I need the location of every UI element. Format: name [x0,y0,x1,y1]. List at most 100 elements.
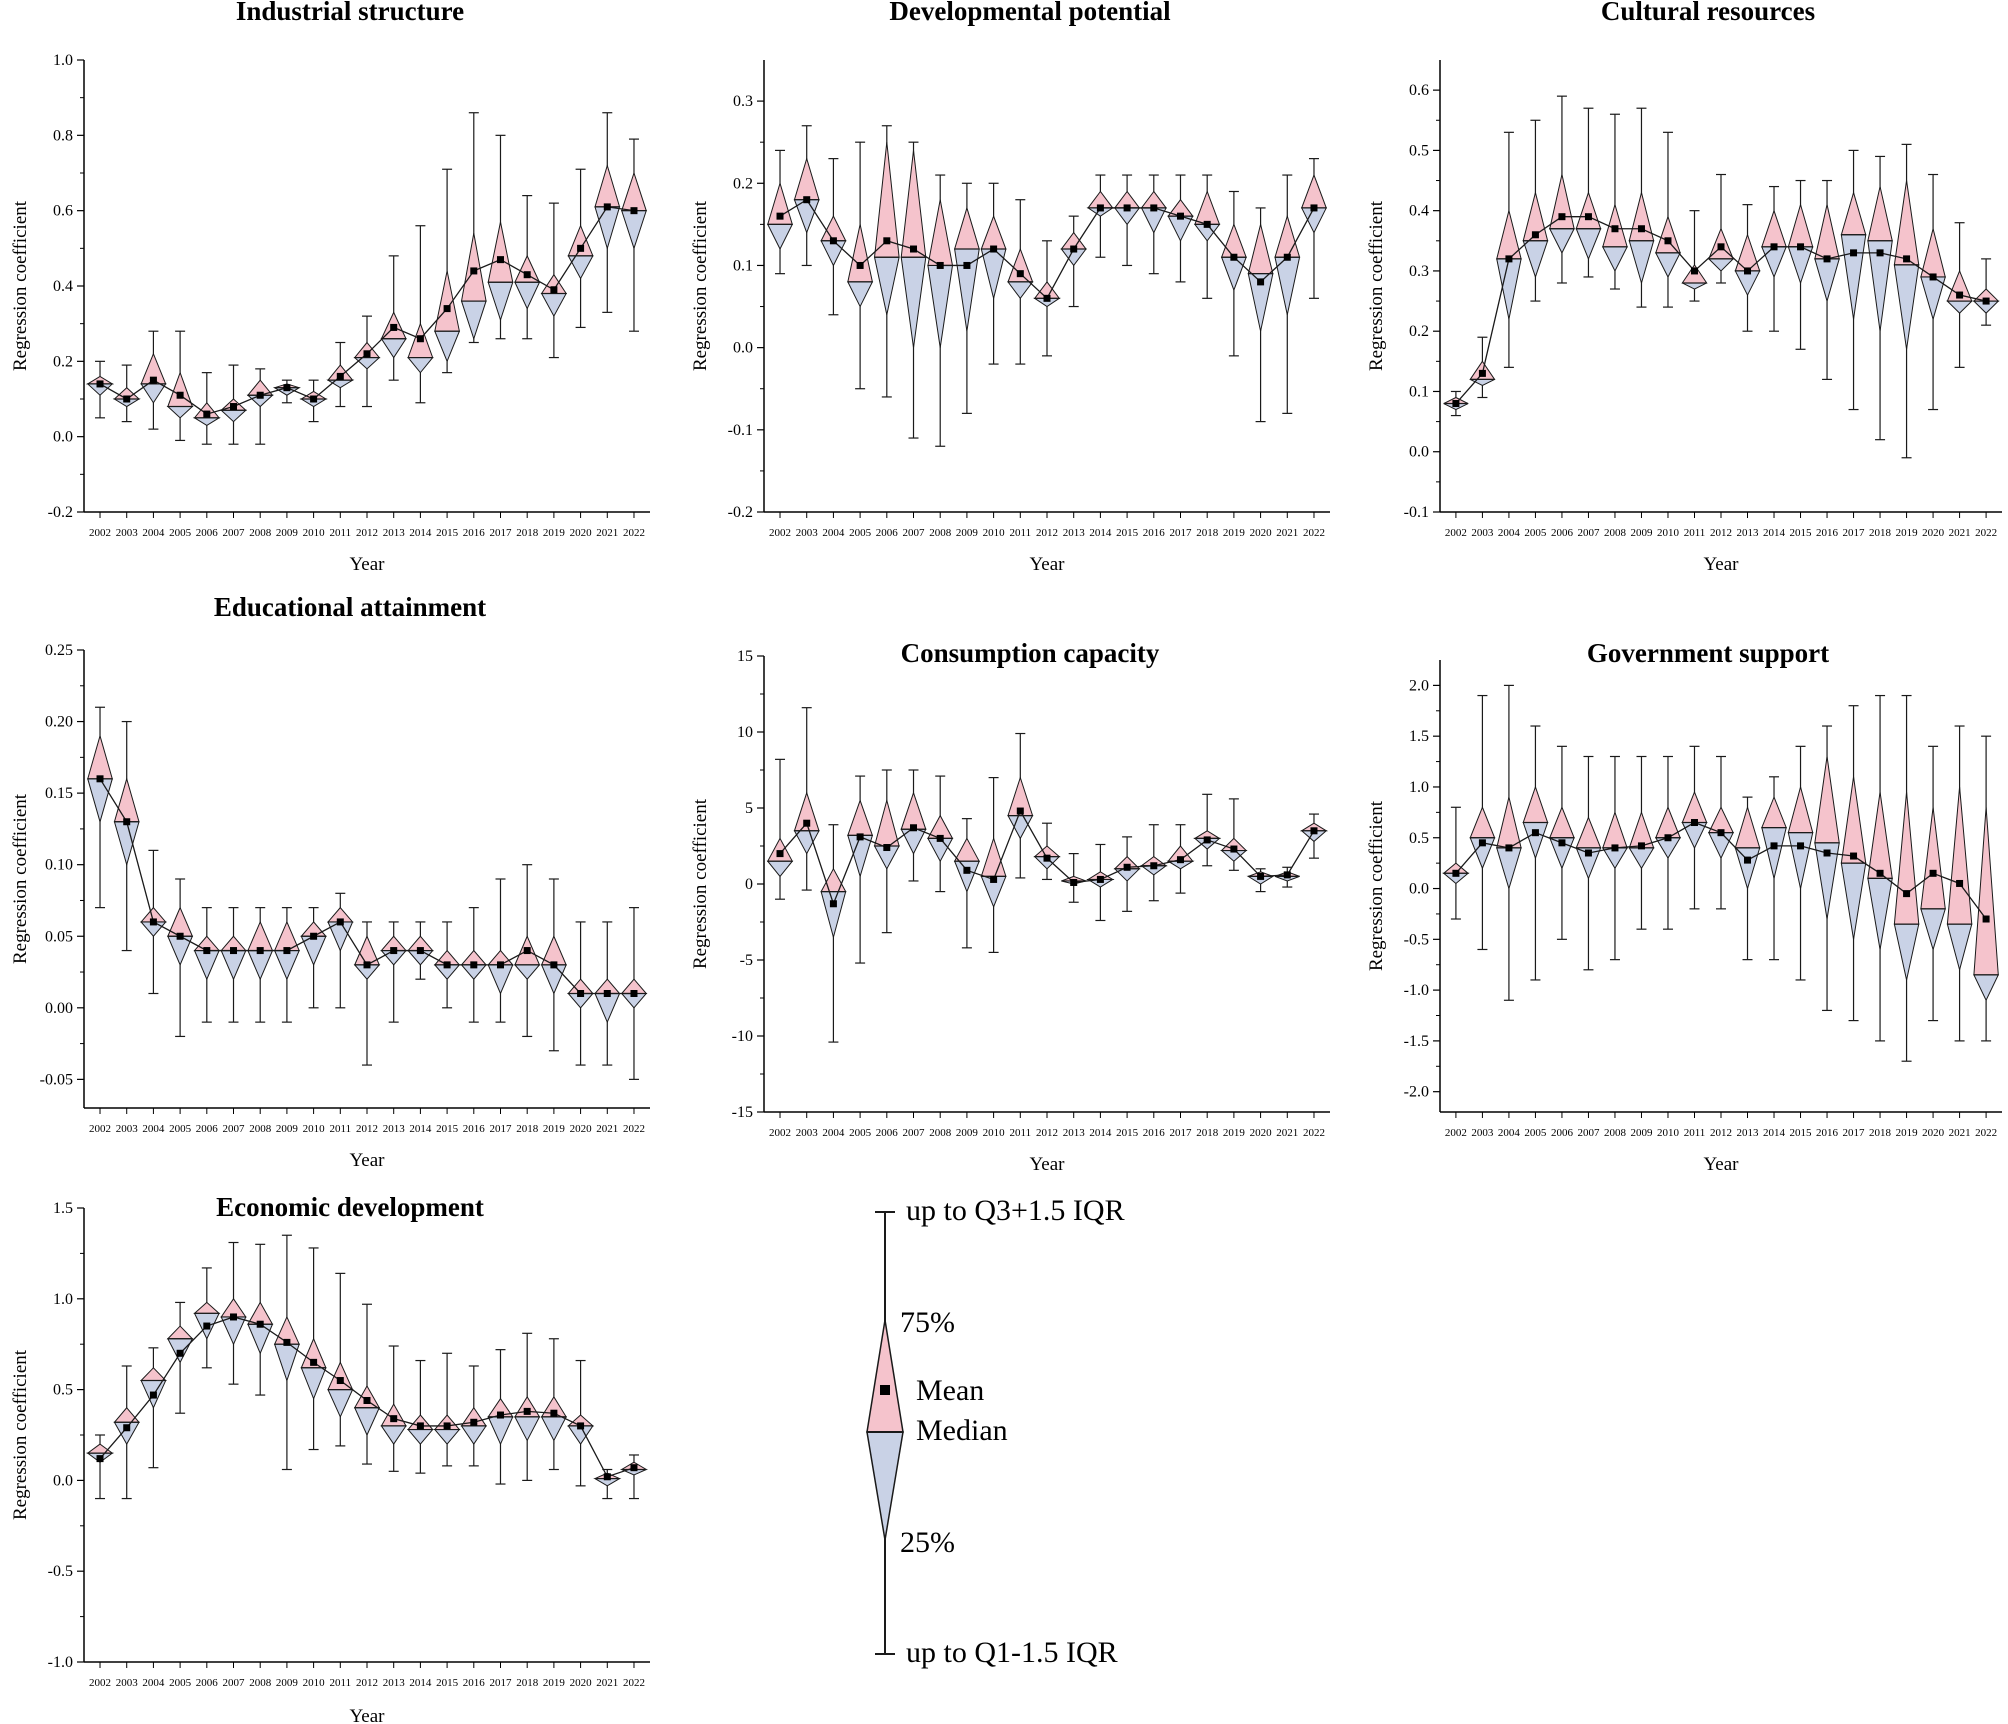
y-tick-label: 0.2 [53,353,73,370]
mean-marker [1531,829,1539,837]
x-tick-label: 2012 [356,527,378,539]
year-glyph-2005 [1522,119,1549,302]
year-glyph-2014 [407,1359,434,1474]
mean-marker [496,961,504,969]
upper-half-diamond [1575,191,1602,230]
mean-marker [390,947,398,955]
x-tick-label: 2012 [1710,1127,1732,1139]
y-tick-label: -0.2 [48,504,73,521]
upper-half-diamond [1300,173,1327,209]
mean-marker [1257,872,1265,880]
upper-half-diamond [353,1384,381,1409]
x-tick-label: 2018 [516,527,539,539]
lower-half-diamond [1893,264,1920,350]
y-tick-label: -10 [732,1028,753,1045]
lower-half-diamond [192,417,221,426]
year-glyph-2019 [1893,694,1920,1062]
year-glyph-2017 [1167,174,1194,283]
y-tick-label: -1.0 [48,1654,73,1671]
x-tick-label: 2004 [142,1677,165,1689]
upper-half-diamond [1787,785,1814,834]
x-tick-label: 2016 [463,1677,486,1689]
y-tick-label: 1.0 [1409,779,1429,796]
x-tick-label: 2017 [489,1677,512,1689]
x-tick-label: 2019 [543,527,566,539]
mean-marker [1823,849,1831,857]
x-tick-label: 2020 [1250,1127,1273,1139]
mean-marker [1850,249,1858,257]
mean-marker [776,212,784,220]
mean-marker [550,286,558,294]
mean-marker [390,1415,398,1423]
upper-half-diamond [1867,791,1893,879]
x-tick-label: 2019 [543,1123,566,1135]
year-glyph-2005 [167,878,194,1038]
mean-marker [416,947,424,955]
lower-half-diamond [900,256,927,348]
year-glyph-2003 [1469,336,1496,399]
year-glyph-2022 [621,138,647,332]
lower-half-diamond [1522,822,1549,860]
mean-marker [1505,255,1513,263]
x-tick-label: 2020 [570,527,593,539]
mean-marker [470,1418,478,1426]
year-glyph-2006 [193,1267,221,1369]
mean-marker [416,335,424,343]
y-tick-label: -0.1 [1404,504,1429,521]
mean-marker [1096,875,1104,883]
mean-marker [496,1411,504,1419]
legend-q1-label: 25% [900,1526,955,1559]
year-glyph-2019 [540,202,568,359]
mean-marker [283,384,291,392]
mean-marker [390,323,398,331]
panel-title: Cultural resources [1601,0,1815,26]
upper-half-diamond [900,150,927,258]
lower-half-diamond [353,1407,381,1437]
year-glyph-2002 [766,758,794,900]
mean-marker [1283,871,1291,879]
x-tick-label: 2015 [436,527,459,539]
upper-half-diamond [1681,790,1708,824]
lower-half-diamond [1867,877,1893,950]
x-tick-label: 2003 [796,527,819,539]
year-glyph-2004 [820,824,847,1043]
panel-title: Economic development [216,1192,484,1222]
mean-marker [1929,869,1937,877]
mean-marker [1982,915,1990,923]
x-tick-label: 2002 [89,1677,111,1689]
x-axis-label: Year [349,1150,385,1171]
mean-marker [443,305,451,313]
upper-half-diamond [1761,209,1787,248]
mean-marker [1558,213,1566,221]
x-tick-label: 2018 [1869,1127,1892,1139]
mean-marker [990,875,998,883]
x-tick-label: 2004 [822,1127,845,1139]
year-glyph-2008 [247,1243,274,1396]
mean-marker [1070,878,1078,886]
mean-marker [1043,854,1051,862]
y-tick-label: -1.5 [1404,1033,1429,1050]
mean-marker [1637,225,1645,233]
lower-half-diamond [1654,252,1681,279]
x-tick-label: 2014 [1089,527,1112,539]
x-tick-label: 2002 [769,1127,791,1139]
x-tick-label: 2015 [1116,1127,1139,1139]
upper-half-diamond [1194,190,1221,225]
legend-lower-half [866,1431,904,1541]
year-glyph-2017 [487,134,514,340]
year-glyph-2019 [540,1338,568,1471]
x-tick-label: 2009 [276,1123,299,1135]
lower-half-diamond [487,964,514,995]
upper-half-diamond [980,214,1007,250]
x-tick-label: 2008 [249,1123,272,1135]
x-tick-label: 2020 [570,1677,593,1689]
x-tick-label: 2014 [409,1677,432,1689]
year-glyph-2018 [514,195,541,340]
y-tick-label: 0.1 [733,257,753,274]
y-axis-label: Regression coefficient [690,798,711,969]
year-glyph-2003 [113,720,140,952]
x-tick-label: 2011 [330,1677,352,1689]
mean-marker [1016,807,1024,815]
x-tick-label: 2009 [1630,527,1653,539]
y-tick-label: -0.1 [728,422,753,439]
